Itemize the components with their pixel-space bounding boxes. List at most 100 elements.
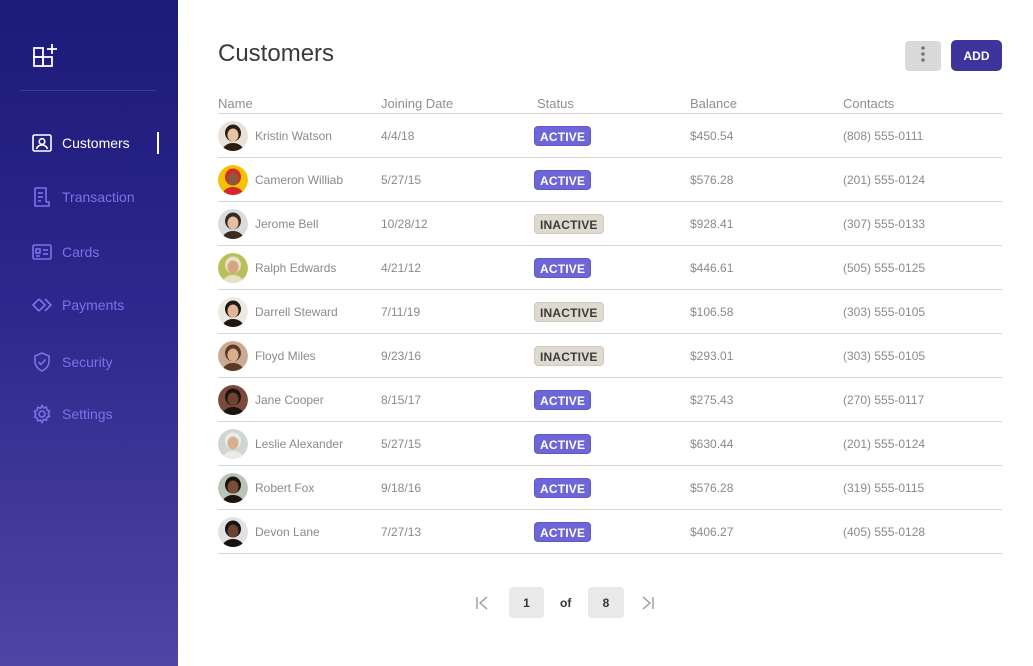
column-header-balance[interactable]: Balance: [690, 96, 737, 111]
active-indicator: [157, 132, 159, 154]
customer-name[interactable]: Kristin Watson: [255, 129, 332, 143]
joining-date: 5/27/15: [381, 437, 422, 451]
table-row[interactable]: Ralph Edwards 4/21/12 ACTIVE $446.61 (505) 5…: [218, 246, 1002, 290]
column-header-contacts[interactable]: Contacts: [843, 96, 895, 111]
status-cell: ACTIVE: [534, 378, 592, 422]
sidebar-item-label: Settings: [62, 406, 113, 422]
customers-table: Name Joining Date Status Balance Contact…: [218, 92, 1002, 554]
last-page-icon[interactable]: [640, 595, 656, 611]
customer-name[interactable]: Ralph Edwards: [255, 261, 337, 275]
avatar: [218, 209, 248, 239]
status-badge: INACTIVE: [534, 214, 604, 234]
joining-date: 7/27/13: [381, 525, 422, 539]
sidebar-item-transaction[interactable]: Transaction: [0, 182, 178, 212]
sidebar-item-label: Payments: [62, 297, 125, 313]
sidebar-item-label: Cards: [62, 244, 100, 260]
customer-name[interactable]: Darrell Steward: [255, 305, 338, 319]
avatar: [218, 385, 248, 415]
balance: $450.54: [690, 129, 734, 143]
name-cell: Robert Fox: [218, 466, 314, 510]
joining-date: 4/21/12: [381, 261, 422, 275]
balance: $446.61: [690, 261, 734, 275]
pagination: 1 of 8: [474, 587, 664, 619]
sidebar-divider: [20, 90, 156, 91]
balance: $630.44: [690, 437, 734, 451]
table-row[interactable]: Jerome Bell 10/28/12 INACTIVE $928.41 (307) …: [218, 202, 1002, 246]
status-badge: ACTIVE: [534, 522, 592, 542]
more-options-button[interactable]: [905, 41, 941, 71]
table-row[interactable]: Darrell Steward 7/11/19 INACTIVE $106.58 (30…: [218, 290, 1002, 334]
status-cell: ACTIVE: [534, 466, 592, 510]
sidebar-item-cards[interactable]: Cards: [0, 237, 178, 267]
column-header-status[interactable]: Status: [537, 96, 574, 111]
joining-date: 9/18/16: [381, 481, 422, 495]
name-cell: Devon Lane: [218, 510, 320, 554]
status-badge: ACTIVE: [534, 478, 592, 498]
status-cell: INACTIVE: [534, 290, 604, 334]
name-cell: Leslie Alexander: [218, 422, 343, 466]
balance: $576.28: [690, 481, 734, 495]
customer-name[interactable]: Robert Fox: [255, 481, 315, 495]
customer-name[interactable]: Devon Lane: [255, 525, 320, 539]
avatar: [218, 517, 248, 547]
status-badge: ACTIVE: [534, 434, 592, 454]
status-badge: ACTIVE: [534, 126, 592, 146]
first-page-icon[interactable]: [474, 595, 490, 611]
status-cell: ACTIVE: [534, 510, 592, 554]
balance: $293.01: [690, 349, 734, 363]
name-cell: Jane Cooper: [218, 378, 324, 422]
joining-date: 9/23/16: [381, 349, 422, 363]
table-row[interactable]: Jane Cooper 8/15/17 ACTIVE $275.43 (270) 555…: [218, 378, 1002, 422]
balance: $275.43: [690, 393, 734, 407]
table-row[interactable]: Cameron Williab 5/27/15 ACTIVE $576.28 (201)…: [218, 158, 1002, 202]
status-badge: INACTIVE: [534, 346, 604, 366]
name-cell: Floyd Miles: [218, 334, 316, 378]
contact-phone: (303) 555-0105: [843, 349, 926, 363]
add-button[interactable]: ADD: [951, 40, 1002, 71]
table-row[interactable]: Kristin Watson 4/4/18 ACTIVE $450.54 (808) 5…: [218, 114, 1002, 158]
sidebar-item-label: Transaction: [62, 189, 135, 205]
customer-name[interactable]: Jerome Bell: [255, 217, 319, 231]
avatar: [218, 473, 248, 503]
page-title: Customers: [218, 40, 335, 67]
table-body: Kristin Watson 4/4/18 ACTIVE $450.54 (808) 5…: [218, 114, 1002, 554]
contact-phone: (808) 555-0111: [843, 129, 924, 143]
balance: $106.58: [690, 305, 734, 319]
table-row[interactable]: Leslie Alexander 5/27/15 ACTIVE $630.44 (201…: [218, 422, 1002, 466]
sidebar-item-settings[interactable]: Settings: [0, 399, 178, 429]
status-badge: ACTIVE: [534, 170, 592, 190]
status-cell: INACTIVE: [534, 202, 604, 246]
vertical-dots-icon: [921, 45, 925, 67]
column-header-joining-date[interactable]: Joining Date: [381, 96, 454, 111]
name-cell: Kristin Watson: [218, 114, 332, 158]
joining-date: 10/28/12: [381, 217, 428, 231]
status-badge: ACTIVE: [534, 258, 592, 278]
table-row[interactable]: Robert Fox 9/18/16 ACTIVE $576.28 (319) 555-…: [218, 466, 1002, 510]
table-header: Name Joining Date Status Balance Contact…: [218, 92, 1002, 114]
status-cell: ACTIVE: [534, 158, 592, 202]
balance: $576.28: [690, 173, 734, 187]
joining-date: 8/15/17: [381, 393, 422, 407]
customer-name[interactable]: Jane Cooper: [255, 393, 324, 407]
status-cell: ACTIVE: [534, 246, 592, 290]
document-icon: [31, 186, 53, 208]
table-row[interactable]: Devon Lane 7/27/13 ACTIVE $406.27 (405) 555-…: [218, 510, 1002, 554]
dashboard-add-icon[interactable]: [32, 42, 60, 70]
customer-name[interactable]: Leslie Alexander: [255, 437, 344, 451]
current-page-button[interactable]: 1: [509, 587, 544, 618]
table-row[interactable]: Floyd Miles 9/23/16 INACTIVE $293.01 (303) 5…: [218, 334, 1002, 378]
contact-phone: (303) 555-0105: [843, 305, 926, 319]
status-cell: ACTIVE: [534, 114, 592, 158]
balance: $928.41: [690, 217, 734, 231]
customer-name[interactable]: Cameron Williab: [255, 173, 344, 187]
sidebar-item-payments[interactable]: Payments: [0, 290, 178, 320]
sidebar-item-security[interactable]: Security: [0, 347, 178, 377]
sidebar-item-customers[interactable]: Customers: [0, 128, 178, 158]
status-cell: INACTIVE: [534, 334, 604, 378]
name-cell: Cameron Williab: [218, 158, 343, 202]
contact-phone: (201) 555-0124: [843, 173, 926, 187]
status-badge: INACTIVE: [534, 302, 604, 322]
customer-name[interactable]: Floyd Miles: [255, 349, 316, 363]
total-pages-button[interactable]: 8: [588, 587, 624, 618]
column-header-name[interactable]: Name: [218, 96, 253, 111]
